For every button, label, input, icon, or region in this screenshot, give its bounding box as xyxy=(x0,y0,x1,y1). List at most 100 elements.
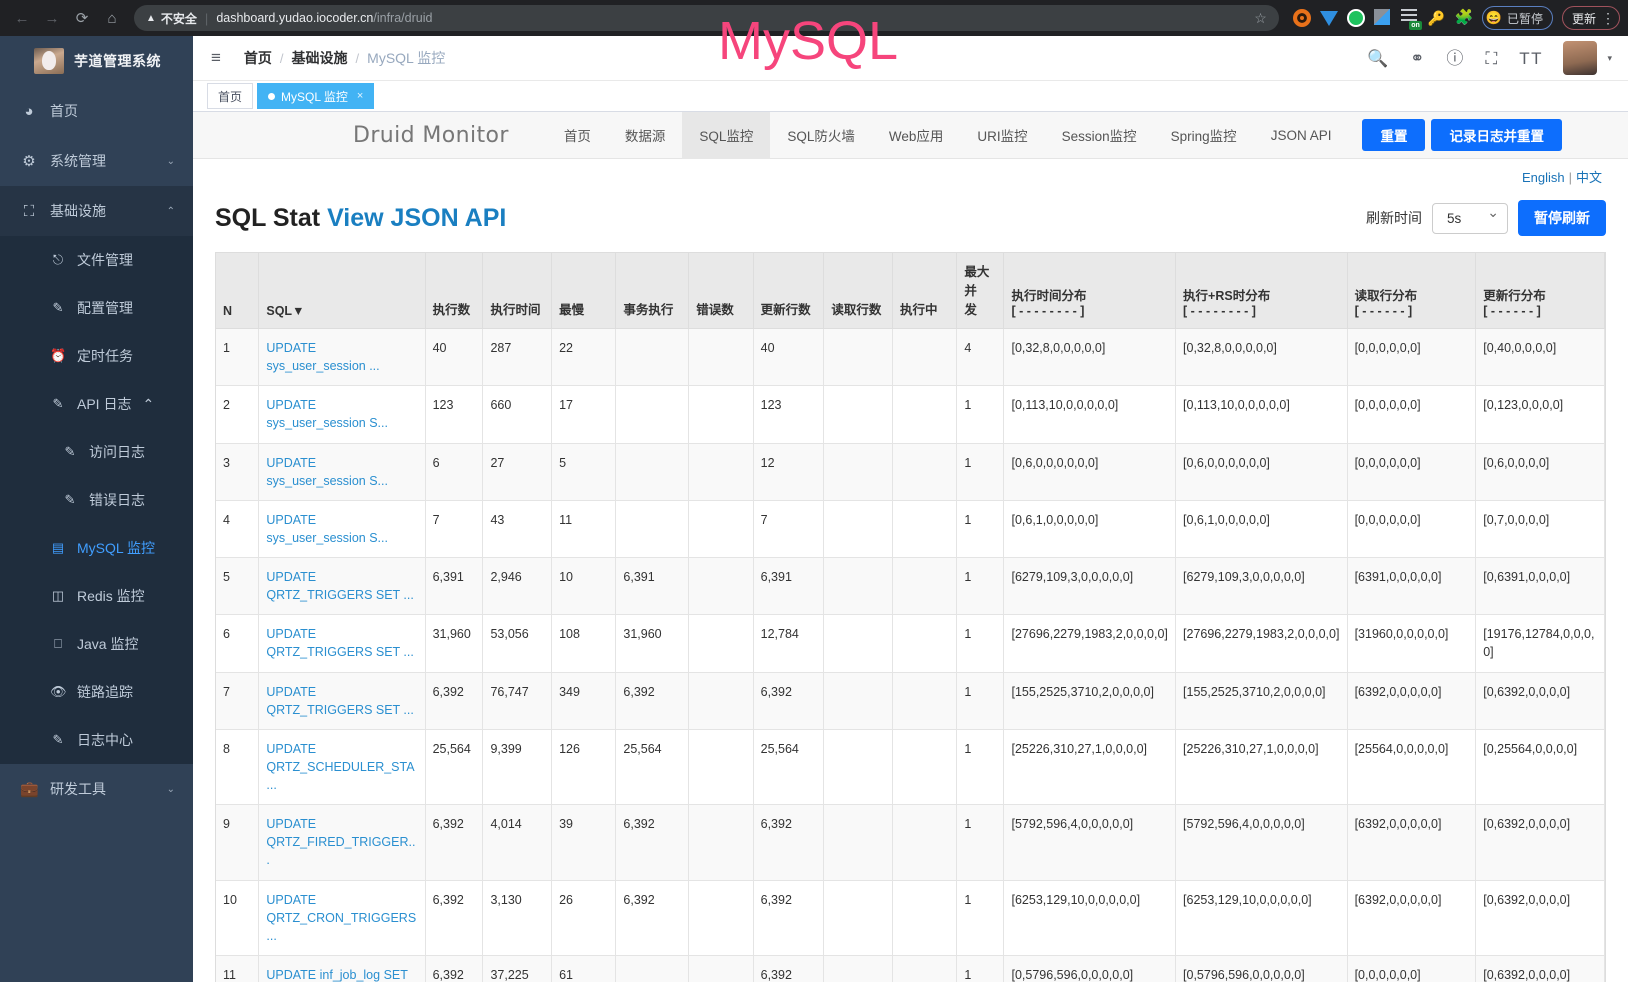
reset-button[interactable]: 重置 xyxy=(1362,119,1426,152)
sidebar-item-access-log[interactable]: ✎ 访问日志 xyxy=(0,428,193,476)
log-and-reset-button[interactable]: 记录日志并重置 xyxy=(1431,119,1562,152)
pause-refresh-button[interactable]: 暂停刷新 xyxy=(1518,200,1606,237)
sql-link[interactable]: UPDATE sys_user_session S... xyxy=(266,455,388,488)
cell-update_rows: 6,392 xyxy=(753,955,825,982)
sidebar-item-devtools[interactable]: 💼 研发工具 ⌄ xyxy=(0,764,193,814)
col-header-update-rows[interactable]: 更新行数 xyxy=(753,253,825,330)
fullscreen-icon[interactable]: ⛶ xyxy=(1485,48,1498,68)
col-header-dist-exec-rs[interactable]: 执行+RS时分布[ - - - - - - - - ] xyxy=(1175,253,1348,330)
sidebar-item-mysql-monitor[interactable]: ▤ MySQL 监控 xyxy=(0,524,193,572)
grid-blue-icon[interactable] xyxy=(1373,9,1392,27)
search-icon[interactable]: 🔍 xyxy=(1366,48,1389,68)
druid-nav-datasource[interactable]: 数据源 xyxy=(624,129,666,145)
breadcrumb-item[interactable]: 基础设施 xyxy=(291,50,348,67)
col-header-dist-update[interactable]: 更新行分布[ - - - - - - ] xyxy=(1475,253,1605,330)
sql-link[interactable]: UPDATE QRTZ_SCHEDULER_STA... xyxy=(266,741,415,793)
sql-link[interactable]: UPDATE sys_user_session ... xyxy=(266,341,380,374)
druid-nav-home[interactable]: 首页 xyxy=(563,129,591,145)
kebab-menu-icon[interactable]: ⋮ xyxy=(1601,10,1615,26)
cell-read_rows xyxy=(823,328,893,387)
hamburger-icon[interactable]: ≡ xyxy=(211,48,221,68)
sidebar-item-system[interactable]: ⚙ 系统管理 ⌄ xyxy=(0,136,193,186)
druid-nav-sql-monitor[interactable]: SQL监控 xyxy=(682,111,771,159)
breadcrumb-item[interactable]: 首页 xyxy=(243,50,272,67)
druid-nav-webapp[interactable]: Web应用 xyxy=(888,129,944,145)
update-pill[interactable]: 更新 ⋮ xyxy=(1561,6,1620,30)
help-icon[interactable]: ⓘ xyxy=(1446,48,1464,68)
sidebar-item-home[interactable]: ◕ 首页 xyxy=(0,86,193,136)
home-icon[interactable]: ⌂ xyxy=(107,9,117,27)
green-check-icon[interactable] xyxy=(1346,9,1365,27)
refresh-interval-select[interactable]: 5s xyxy=(1432,202,1508,234)
sql-link[interactable]: UPDATE QRTZ_TRIGGERS SET ... xyxy=(266,570,414,603)
sidebar-item-label: 日志中心 xyxy=(77,732,133,748)
sql-link[interactable]: UPDATE QRTZ_FIRED_TRIGGER... xyxy=(266,817,416,868)
tab-home[interactable]: 首页 xyxy=(207,83,254,110)
refresh-select-wrap[interactable]: 5s xyxy=(1432,202,1508,234)
font-size-icon[interactable]: T T xyxy=(1519,48,1542,68)
sql-link[interactable]: UPDATE QRTZ_TRIGGERS SET ... xyxy=(266,627,414,660)
forward-icon[interactable]: → xyxy=(44,9,60,27)
sidebar-item-trace[interactable]: 👁 链路追踪 xyxy=(0,668,193,716)
cell-error_count xyxy=(688,443,754,501)
col-header-error-count[interactable]: 错误数 xyxy=(688,253,754,330)
sidebar-item-api-log[interactable]: ✎ API 日志 ⌃ xyxy=(0,380,193,428)
sql-link[interactable]: UPDATE sys_user_session S... xyxy=(266,398,388,431)
col-header-exec-time[interactable]: 执行时间 xyxy=(482,253,553,330)
druid-nav-uri-monitor[interactable]: URI监控 xyxy=(977,129,1028,145)
sql-link[interactable]: UPDATE sys_user_session S... xyxy=(266,512,388,545)
sidebar-item-config-manage[interactable]: ✎ 配置管理 xyxy=(0,284,193,332)
lang-english-link[interactable]: English xyxy=(1521,170,1565,186)
avatar[interactable] xyxy=(1563,41,1598,76)
col-header-dist-exec-time[interactable]: 执行时间分布[ - - - - - - - - ] xyxy=(1003,253,1177,330)
chevron-down-icon[interactable]: ▾ xyxy=(1607,52,1612,63)
col-header-running[interactable]: 执行中 xyxy=(892,253,958,330)
col-header-tx-exec[interactable]: 事务执行 xyxy=(615,253,690,330)
orange-ring-icon[interactable] xyxy=(1292,9,1311,27)
col-header-read-rows[interactable]: 读取行数 xyxy=(823,253,893,330)
reload-icon[interactable]: ⟳ xyxy=(75,10,89,27)
sidebar-item-log-center[interactable]: ✎ 日志中心 xyxy=(0,716,193,764)
col-header-subtext: [ - - - - - - ] xyxy=(1354,304,1413,319)
sidebar-item-infra[interactable]: ⛶ 基础设施 ⌃ xyxy=(0,186,193,236)
cell-update_rows: 6,392 xyxy=(753,672,825,730)
blue-diamond-icon[interactable] xyxy=(1319,9,1338,27)
sql-link[interactable]: UPDATE QRTZ_TRIGGERS SET ... xyxy=(266,684,414,717)
druid-nav-sql-firewall[interactable]: SQL防火墙 xyxy=(787,129,855,145)
druid-nav-spring-monitor[interactable]: Spring监控 xyxy=(1170,129,1237,145)
col-header-n[interactable]: N xyxy=(216,253,260,330)
col-header-slowest[interactable]: 最慢 xyxy=(551,253,617,330)
profile-paused-pill[interactable]: 😄 已暂停 xyxy=(1481,6,1553,30)
tab-mysql-monitor[interactable]: MySQL 监控 × xyxy=(257,83,375,110)
lang-chinese-link[interactable]: 中文 xyxy=(1575,170,1602,186)
sql-link[interactable]: UPDATE QRTZ_CRON_TRIGGERS... xyxy=(266,892,417,943)
key-icon[interactable]: 🔑 xyxy=(1427,10,1446,26)
sidebar-item-java-monitor[interactable]: ⎕ Java 监控 xyxy=(0,620,193,668)
app-root: 芋道管理系统 ◕ 首页 ⚙ 系统管理 ⌄ ⛶ 基础设施 ⌃ ⎋ 文件管理 ✎ 配… xyxy=(0,36,1628,982)
brand-block[interactable]: 芋道管理系统 xyxy=(0,36,193,86)
close-icon[interactable]: × xyxy=(356,90,364,103)
puzzle-icon[interactable]: 🧩 xyxy=(1454,9,1474,26)
druid-nav-json-api[interactable]: JSON API xyxy=(1270,127,1332,143)
sidebar-item-redis-monitor[interactable]: ◫ Redis 监控 xyxy=(0,572,193,620)
col-header-sql[interactable]: SQL▼ xyxy=(258,253,426,330)
back-icon[interactable]: ← xyxy=(14,9,30,27)
druid-nav-session-monitor[interactable]: Session监控 xyxy=(1061,129,1137,145)
sidebar-item-error-log[interactable]: ✎ 错误日志 xyxy=(0,476,193,524)
address-bar[interactable]: ▲ 不安全 | dashboard.yudao.iocoder.cn/infra… xyxy=(134,5,1279,31)
cell-slowest: 39 xyxy=(551,804,617,881)
list-on-icon[interactable]: on xyxy=(1400,9,1422,30)
sql-link[interactable]: UPDATE inf_job_log SET e... xyxy=(266,967,408,982)
cell-read_rows xyxy=(823,557,893,616)
col-header-exec-count[interactable]: 执行数 xyxy=(425,253,484,330)
col-header-dist-read[interactable]: 读取行分布[ - - - - - - ] xyxy=(1347,253,1477,330)
col-header-subtext: [ - - - - - - ] xyxy=(1483,304,1541,319)
sidebar-item-label: 研发工具 xyxy=(50,781,106,797)
github-icon[interactable]: ⚭ xyxy=(1410,48,1425,68)
sidebar-item-file-manage[interactable]: ⎋ 文件管理 xyxy=(0,236,193,284)
sidebar-item-scheduled-task[interactable]: ⏰ 定时任务 xyxy=(0,332,193,380)
col-header-max-conc[interactable]: 最大并发 xyxy=(956,253,1005,330)
view-json-api-link[interactable]: View JSON API xyxy=(327,203,507,232)
cell-exec_time: 287 xyxy=(482,328,553,387)
bookmark-star-icon[interactable]: ☆ xyxy=(1254,9,1267,26)
